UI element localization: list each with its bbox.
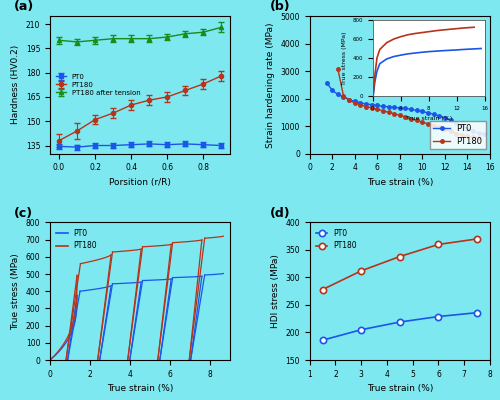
Y-axis label: Hardness (HV0.2): Hardness (HV0.2) [11, 45, 20, 124]
X-axis label: True strain (%): True strain (%) [366, 178, 433, 187]
PT0 [425, 110, 431, 115]
PT0 [374, 103, 380, 108]
PT180 [358, 268, 364, 273]
PT180 [414, 118, 420, 123]
Line: PT0: PT0 [325, 81, 486, 136]
PT180 [436, 242, 442, 247]
PT0 [476, 131, 482, 136]
PT0 [340, 95, 346, 100]
PT0 [408, 107, 414, 112]
PT0 [386, 104, 392, 109]
PT180 [346, 98, 352, 102]
PT180 [386, 110, 392, 115]
PT180 [464, 134, 470, 139]
PT180 [380, 108, 386, 113]
PT0 [320, 338, 326, 342]
Text: (b): (b) [270, 0, 290, 14]
X-axis label: Porsition (r/R): Porsition (r/R) [109, 178, 171, 187]
PT0 [436, 314, 442, 319]
PT0 [448, 118, 454, 123]
PT180 [374, 107, 380, 112]
PT0 [453, 121, 459, 126]
PT180 [453, 131, 459, 136]
Line: PT180: PT180 [320, 236, 480, 293]
PT180 [340, 94, 346, 98]
Legend: PT0, PT180: PT0, PT180 [430, 121, 486, 150]
PT0 [358, 100, 364, 105]
PT0 [414, 108, 420, 113]
Text: (d): (d) [270, 207, 290, 220]
PT0 [430, 112, 436, 117]
Legend: PT0, PT180: PT0, PT180 [54, 226, 100, 253]
PT180 [402, 114, 408, 119]
PT180 [436, 125, 442, 130]
PT0 [324, 80, 330, 85]
PT180 [335, 66, 341, 71]
PT0 [420, 109, 426, 114]
PT180 [470, 135, 476, 140]
PT180 [391, 111, 397, 116]
PT0 [391, 105, 397, 110]
Line: PT180: PT180 [336, 67, 480, 140]
Legend: PT0, PT180, PT180 after tension: PT0, PT180, PT180 after tension [54, 72, 142, 98]
Text: (c): (c) [14, 207, 33, 220]
PT0 [397, 106, 403, 110]
PT0 [436, 114, 442, 118]
Y-axis label: HDI stress (MPa): HDI stress (MPa) [271, 254, 280, 328]
PT0 [397, 320, 403, 324]
PT0 [358, 327, 364, 332]
PT180 [448, 129, 454, 134]
PT0 [474, 310, 480, 315]
PT180 [430, 123, 436, 128]
PT0 [470, 129, 476, 134]
PT180 [408, 116, 414, 121]
Y-axis label: Strain hardening rate (MPa): Strain hardening rate (MPa) [266, 22, 275, 148]
PT180 [358, 102, 364, 107]
PT0 [329, 88, 335, 93]
PT180 [442, 127, 448, 132]
PT180 [320, 287, 326, 292]
PT0 [442, 116, 448, 120]
PT0 [363, 102, 369, 106]
PT180 [476, 135, 482, 140]
PT180 [425, 122, 431, 126]
PT0 [335, 92, 341, 97]
PT180 [352, 100, 358, 105]
X-axis label: True strain (%): True strain (%) [366, 384, 433, 393]
PT0 [352, 99, 358, 104]
PT0 [464, 126, 470, 131]
PT180 [459, 133, 465, 138]
PT180 [363, 104, 369, 109]
PT180 [397, 254, 403, 259]
PT180 [397, 113, 403, 118]
PT180 [368, 106, 374, 110]
PT0 [380, 104, 386, 109]
Text: (a): (a) [14, 0, 34, 14]
Legend: PT0, PT180: PT0, PT180 [314, 226, 360, 253]
PT0 [368, 102, 374, 107]
Y-axis label: True stress (MPa): True stress (MPa) [11, 253, 20, 330]
Line: PT0: PT0 [320, 310, 480, 343]
PT180 [474, 236, 480, 241]
PT0 [402, 106, 408, 111]
PT0 [459, 124, 465, 128]
X-axis label: True strain (%): True strain (%) [107, 384, 174, 393]
PT0 [482, 132, 488, 137]
PT180 [420, 120, 426, 125]
PT0 [346, 97, 352, 102]
